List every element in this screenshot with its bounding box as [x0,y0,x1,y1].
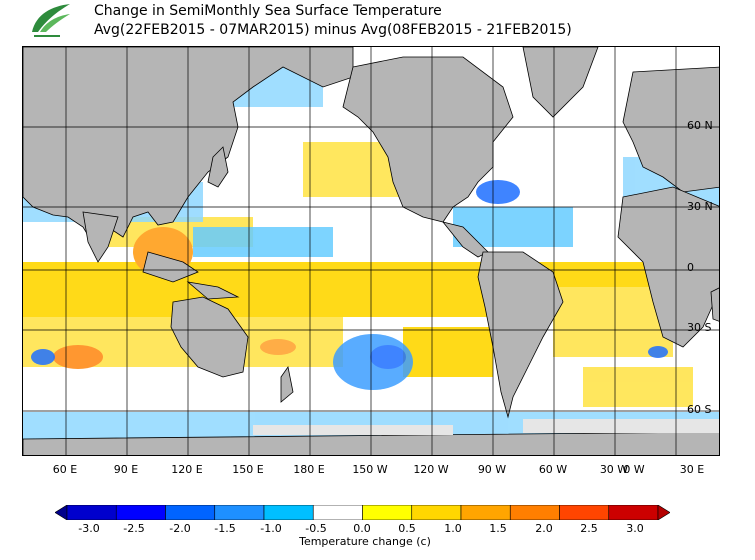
colorbar-cell [608,505,659,520]
colorbar-label: -2.5 [123,522,145,535]
colorbar-title: Temperature change (c) [299,535,431,548]
colorbar-label: 0.0 [353,522,371,535]
lon-label-180e: 180 E [293,463,325,476]
colorbar-label: -0.5 [305,522,327,535]
colorbar-cell [509,505,560,520]
colorbar-label: 1.5 [489,522,507,535]
lon-label-60e: 60 E [52,463,78,476]
colorbar-cell [66,505,117,520]
colorbar-label: -2.0 [169,522,191,535]
colorbar-cell [411,505,462,520]
colorbar-arrow-low [55,505,68,520]
colorbar-cell [559,505,610,520]
lon-label-30w: 30 W [599,463,629,476]
lon-label-120e: 120 E [171,463,203,476]
colorbar-cell [214,505,265,520]
colorbar-label: 3.0 [626,522,644,535]
colorbar-cell [460,505,511,520]
lat-label-0: 0 [687,261,694,274]
map-subtitle: Avg(22FEB2015 - 07MAR2015) minus Avg(08F… [94,22,572,38]
colorbar-label: 0.5 [398,522,416,535]
colorbar-label: 2.0 [535,522,553,535]
colorbar-label: -3.0 [78,522,100,535]
sea-ice [253,419,719,435]
lon-label-150w: 150 W [352,463,388,476]
lon-label-60w: 60 W [538,463,568,476]
lon-label-30e: 30 E [679,463,705,476]
lat-label-60n: 60 N [687,119,713,132]
temperature-colorbar [55,505,670,520]
colorbar-label: 2.5 [580,522,598,535]
sst-change-map [22,46,720,456]
colorbar-cell [263,505,314,520]
colorbar-cell [312,505,363,520]
graticule [23,47,719,455]
map-title: Change in SemiMonthly Sea Surface Temper… [94,3,442,19]
organization-logo [26,2,76,42]
lon-label-150e: 150 E [232,463,264,476]
lat-label-60s: 60 S [687,403,712,416]
lat-label-30n: 30 N [687,200,713,213]
colorbar-label: 1.0 [444,522,462,535]
colorbar-arrow-high [657,505,670,520]
colorbar-label: -1.0 [260,522,282,535]
lon-label-90e: 90 E [113,463,139,476]
colorbar-cell [115,505,166,520]
colorbar-label: -1.5 [214,522,236,535]
lon-label-90w: 90 W [477,463,507,476]
lat-label-30s: 30 S [687,321,712,334]
colorbar-cell [165,505,216,520]
lon-label-120w: 120 W [413,463,449,476]
lon-label-0w: 0 W [623,463,645,476]
colorbar-cell [362,505,413,520]
